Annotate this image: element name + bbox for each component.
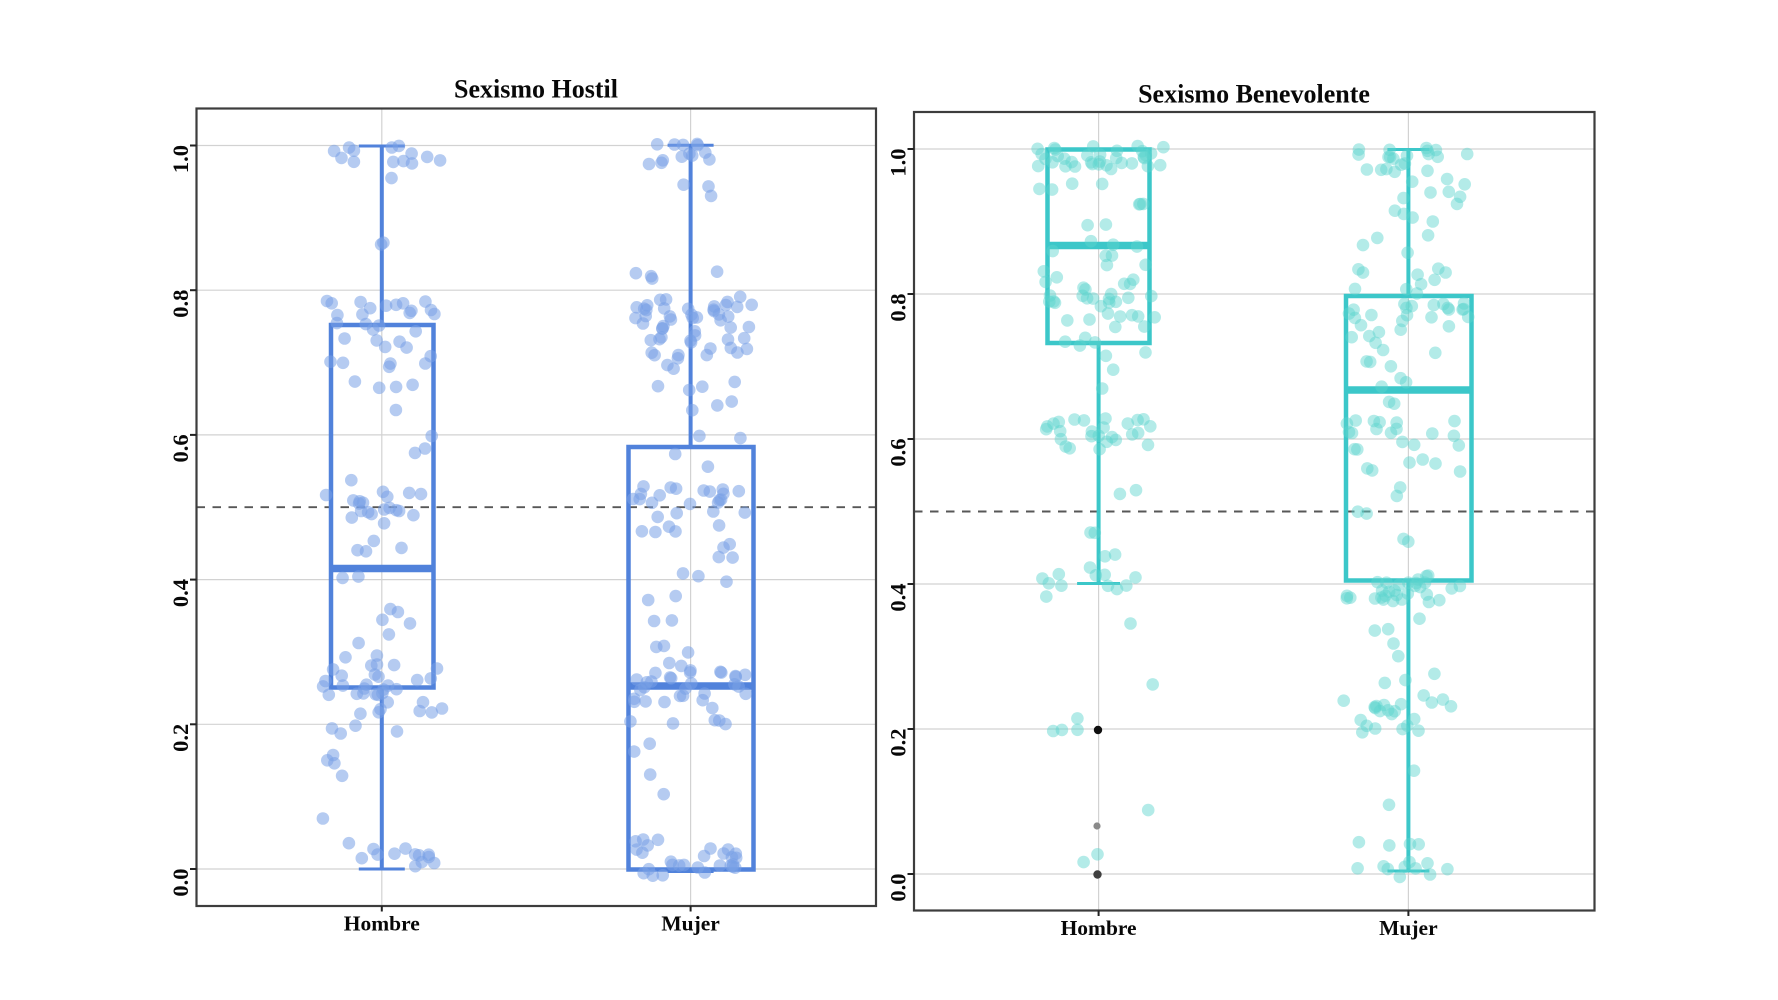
svg-text:Sexismo Benevolente: Sexismo Benevolente: [1138, 80, 1370, 109]
svg-text:Hombre: Hombre: [344, 912, 420, 936]
svg-text:0.4: 0.4: [168, 579, 193, 607]
svg-text:Hombre: Hombre: [1061, 916, 1137, 940]
svg-text:Mujer: Mujer: [661, 912, 720, 936]
svg-text:Sexismo Hostil: Sexismo Hostil: [454, 75, 618, 104]
svg-text:0.0: 0.0: [168, 868, 193, 896]
svg-text:0.6: 0.6: [168, 434, 193, 462]
svg-text:0.8: 0.8: [886, 293, 911, 321]
svg-text:1.0: 1.0: [168, 145, 193, 173]
svg-text:0.0: 0.0: [886, 873, 911, 901]
svg-text:0.8: 0.8: [168, 290, 193, 318]
svg-text:Mujer: Mujer: [1379, 916, 1438, 940]
svg-text:0.6: 0.6: [886, 438, 911, 466]
svg-text:0.2: 0.2: [886, 728, 911, 756]
svg-text:0.2: 0.2: [168, 724, 193, 752]
svg-text:1.0: 1.0: [886, 148, 911, 176]
svg-text:0.4: 0.4: [886, 583, 911, 611]
